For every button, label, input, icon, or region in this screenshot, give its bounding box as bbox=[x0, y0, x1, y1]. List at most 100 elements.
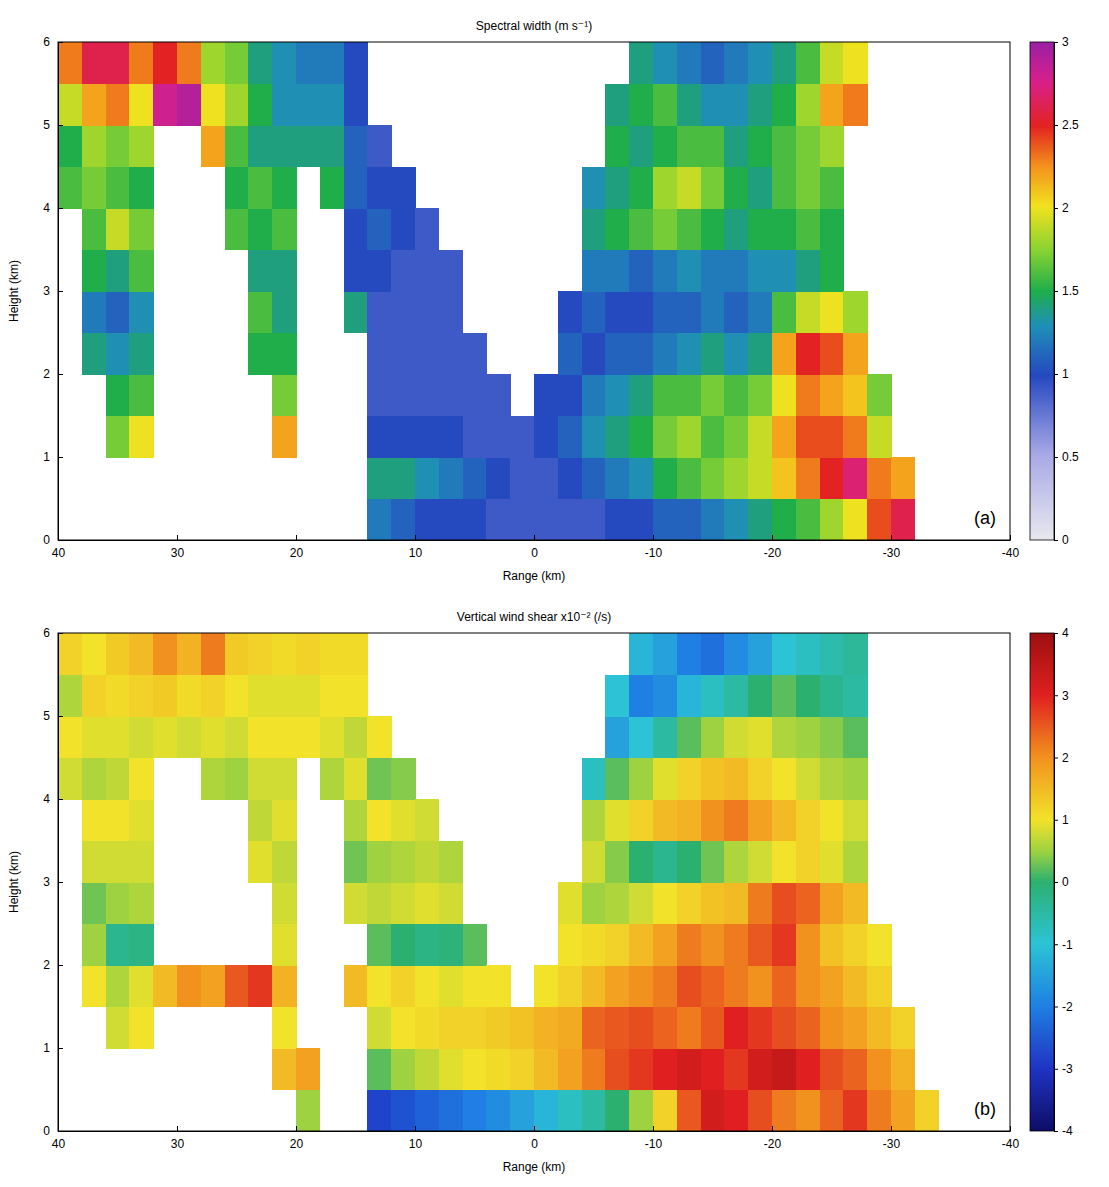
cell bbox=[582, 333, 606, 375]
cell bbox=[843, 416, 867, 458]
cell bbox=[391, 167, 415, 209]
cell bbox=[439, 882, 463, 924]
cell bbox=[701, 882, 725, 924]
cell bbox=[796, 499, 820, 541]
cell bbox=[629, 799, 653, 841]
cell bbox=[701, 125, 725, 167]
cell bbox=[129, 84, 153, 126]
cell bbox=[653, 374, 677, 416]
cell bbox=[772, 125, 796, 167]
cell bbox=[558, 924, 582, 966]
cell bbox=[225, 965, 249, 1007]
cell bbox=[867, 924, 891, 966]
cell bbox=[820, 374, 844, 416]
cell bbox=[201, 675, 225, 717]
cell bbox=[748, 841, 772, 883]
cell bbox=[843, 758, 867, 800]
cell bbox=[367, 208, 391, 250]
cell bbox=[772, 416, 796, 458]
cell bbox=[510, 1007, 534, 1049]
cell bbox=[463, 1007, 487, 1049]
x-tick-label: 0 bbox=[531, 1137, 538, 1151]
cell bbox=[272, 416, 296, 458]
cell bbox=[605, 125, 629, 167]
cell bbox=[510, 416, 534, 458]
cell bbox=[82, 125, 106, 167]
cell bbox=[843, 716, 867, 758]
cell bbox=[772, 1048, 796, 1090]
x-tick-mark bbox=[296, 1126, 297, 1131]
x-tick-label: -10 bbox=[645, 1137, 663, 1151]
x-tick-mark bbox=[177, 1126, 178, 1131]
cell bbox=[653, 1007, 677, 1049]
cell bbox=[367, 333, 391, 375]
cell bbox=[272, 84, 296, 126]
cell bbox=[582, 1007, 606, 1049]
cell bbox=[653, 758, 677, 800]
x-tick: -10 bbox=[645, 535, 663, 560]
cell bbox=[463, 1090, 487, 1132]
x-tick-label: 30 bbox=[171, 546, 185, 560]
cell bbox=[486, 965, 510, 1007]
cell bbox=[248, 167, 272, 209]
cell bbox=[582, 841, 606, 883]
colorbar-tick-mark bbox=[1054, 291, 1058, 292]
cell bbox=[558, 1048, 582, 1090]
cell bbox=[653, 965, 677, 1007]
cell bbox=[82, 965, 106, 1007]
cell bbox=[367, 374, 391, 416]
y-axis-title: Height (km) bbox=[7, 260, 21, 322]
cell bbox=[701, 374, 725, 416]
cell bbox=[772, 457, 796, 499]
panel-label: (a) bbox=[974, 508, 996, 528]
y-tick: 6 bbox=[43, 35, 63, 49]
cell bbox=[106, 208, 130, 250]
y-tick: 2 bbox=[43, 958, 63, 972]
cell bbox=[106, 924, 130, 966]
cell bbox=[796, 291, 820, 333]
cell bbox=[796, 208, 820, 250]
cell bbox=[891, 499, 915, 541]
cell bbox=[272, 125, 296, 167]
cell bbox=[344, 633, 368, 675]
y-tick: 5 bbox=[43, 118, 63, 132]
cell bbox=[748, 758, 772, 800]
cell bbox=[772, 882, 796, 924]
cell bbox=[153, 965, 177, 1007]
cell bbox=[820, 208, 844, 250]
x-tick: 0 bbox=[531, 1126, 538, 1151]
cell bbox=[367, 1007, 391, 1049]
cell bbox=[272, 250, 296, 292]
cell bbox=[201, 125, 225, 167]
cell bbox=[415, 799, 439, 841]
cell bbox=[367, 416, 391, 458]
cell bbox=[320, 42, 344, 84]
cell bbox=[391, 1090, 415, 1132]
cell bbox=[82, 208, 106, 250]
cell bbox=[582, 758, 606, 800]
cell bbox=[820, 84, 844, 126]
y-tick-label: 1 bbox=[43, 1041, 50, 1055]
cell bbox=[415, 1090, 439, 1132]
cell bbox=[129, 799, 153, 841]
cell bbox=[629, 374, 653, 416]
colorbar-tick-label: -4 bbox=[1062, 1124, 1073, 1138]
cell bbox=[605, 167, 629, 209]
cell bbox=[344, 882, 368, 924]
cell bbox=[415, 882, 439, 924]
cell bbox=[106, 716, 130, 758]
colorbar-tick-label: 1 bbox=[1062, 367, 1069, 381]
cell bbox=[463, 965, 487, 1007]
y-axis: 0123456 bbox=[43, 626, 63, 1138]
cell bbox=[58, 125, 82, 167]
cell bbox=[629, 167, 653, 209]
cell bbox=[82, 716, 106, 758]
cell bbox=[820, 125, 844, 167]
cell bbox=[701, 675, 725, 717]
cell bbox=[605, 374, 629, 416]
cell bbox=[344, 675, 368, 717]
cell bbox=[248, 965, 272, 1007]
cell bbox=[701, 633, 725, 675]
cell bbox=[463, 374, 487, 416]
colorbar-tick-label: -2 bbox=[1062, 1000, 1073, 1014]
